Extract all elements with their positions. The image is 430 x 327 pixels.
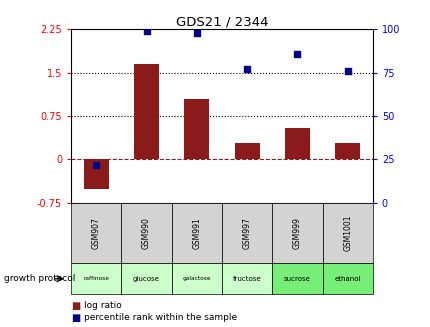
Bar bbox=[322, 263, 372, 294]
Text: GSM1001: GSM1001 bbox=[342, 215, 351, 251]
Text: GSM997: GSM997 bbox=[242, 217, 251, 249]
Bar bbox=[221, 263, 272, 294]
Bar bbox=[121, 263, 171, 294]
Bar bbox=[134, 64, 159, 159]
Bar bbox=[171, 203, 221, 263]
Text: GSM990: GSM990 bbox=[142, 217, 150, 249]
Point bbox=[293, 51, 300, 56]
Text: GSM907: GSM907 bbox=[92, 217, 101, 249]
Bar bbox=[234, 143, 259, 159]
Title: GDS21 / 2344: GDS21 / 2344 bbox=[175, 15, 267, 28]
Bar bbox=[284, 128, 309, 159]
Text: sucrose: sucrose bbox=[283, 276, 310, 282]
Text: log ratio: log ratio bbox=[84, 301, 122, 310]
Point bbox=[143, 28, 150, 34]
Bar bbox=[171, 263, 221, 294]
Text: GSM991: GSM991 bbox=[192, 217, 201, 249]
Text: percentile rank within the sample: percentile rank within the sample bbox=[84, 313, 236, 322]
Bar bbox=[184, 99, 209, 159]
Bar bbox=[272, 203, 322, 263]
Text: ■: ■ bbox=[71, 301, 80, 311]
Bar bbox=[83, 159, 108, 189]
Bar bbox=[334, 143, 359, 159]
Text: ■: ■ bbox=[71, 313, 80, 323]
Text: fructose: fructose bbox=[232, 276, 261, 282]
Bar bbox=[272, 263, 322, 294]
Text: glucose: glucose bbox=[133, 276, 160, 282]
Bar bbox=[121, 203, 171, 263]
Text: galactose: galactose bbox=[182, 276, 211, 281]
Bar bbox=[221, 203, 272, 263]
Point bbox=[92, 162, 99, 167]
Text: raffinose: raffinose bbox=[83, 276, 109, 281]
Point bbox=[243, 67, 250, 72]
Text: growth protocol: growth protocol bbox=[4, 274, 76, 283]
Bar bbox=[322, 203, 372, 263]
Bar bbox=[71, 263, 121, 294]
Point bbox=[193, 30, 200, 36]
Bar bbox=[71, 203, 121, 263]
Text: ethanol: ethanol bbox=[334, 276, 360, 282]
Text: GSM999: GSM999 bbox=[292, 217, 301, 249]
Point bbox=[344, 68, 350, 74]
